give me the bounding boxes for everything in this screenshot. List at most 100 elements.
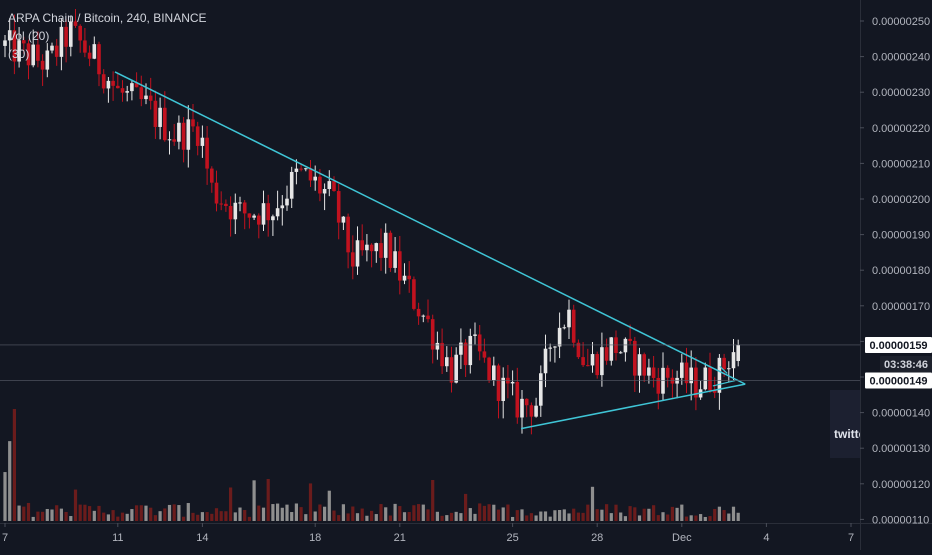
volume-bar	[130, 509, 134, 521]
volume-bar	[318, 504, 322, 521]
volume-bar	[520, 509, 524, 521]
candle-body	[139, 87, 144, 100]
volume-bar	[576, 512, 580, 521]
candle-body	[412, 279, 416, 309]
candle-body	[496, 365, 501, 401]
volume-bar	[266, 479, 270, 521]
candle-body	[604, 347, 609, 361]
volume-bar	[191, 512, 195, 521]
volume-bar	[713, 508, 717, 521]
volume-bar	[3, 472, 7, 521]
volume-bar	[543, 511, 548, 521]
volume-bar	[167, 504, 172, 521]
volume-bar	[492, 504, 496, 521]
volume-bar	[501, 507, 505, 521]
y-tick-label: 0.00000170	[872, 301, 930, 313]
candle-body	[158, 107, 162, 127]
candle-body	[623, 338, 628, 353]
volume-bar	[473, 513, 477, 521]
volume-bar	[252, 480, 256, 521]
symbol-title[interactable]: ARPA Chain / Bitcoin, 240, BINANCE	[8, 11, 207, 25]
volume-bar	[614, 504, 618, 521]
candle-body	[177, 122, 181, 142]
volume-bar	[120, 512, 125, 521]
candle-body	[130, 83, 134, 92]
volume-bar	[562, 509, 566, 521]
volume-bar	[449, 512, 454, 521]
candle-body	[186, 119, 191, 150]
candle-body	[228, 206, 233, 220]
x-tick-label: 11	[112, 532, 123, 544]
volume-bar	[26, 502, 31, 521]
candle-body	[665, 367, 670, 378]
candle-body	[374, 243, 379, 252]
candle-body	[144, 95, 148, 100]
candle-body	[346, 216, 350, 253]
volume-bar	[407, 511, 411, 521]
volume-bar	[365, 515, 369, 521]
candle-body	[449, 357, 454, 383]
volume-bar	[210, 513, 214, 521]
volume-bar	[149, 507, 153, 521]
watermark-text: twitte	[834, 427, 860, 441]
volume-bar	[680, 504, 684, 521]
candle-body	[553, 346, 557, 348]
candle-body	[271, 216, 275, 221]
candle-body	[651, 367, 656, 378]
candle-body	[727, 368, 731, 370]
candle-body	[318, 176, 322, 194]
candle-body	[628, 338, 632, 341]
volume-bar	[233, 512, 237, 521]
candle-body	[388, 232, 393, 268]
volume-legend[interactable]: Vol (20)	[8, 29, 50, 43]
chart-legend: ARPA Chain / Bitcoin, 240, BINANCE Vol (…	[8, 9, 207, 63]
candle-body	[167, 139, 172, 141]
volume-bar	[689, 515, 693, 521]
trendline-inner-lower	[712, 379, 736, 387]
volume-bar	[219, 511, 223, 521]
candle-body	[421, 315, 426, 317]
volume-bar	[647, 508, 651, 521]
candle-body	[440, 342, 444, 367]
indicator-legend[interactable]: (30)	[8, 47, 30, 61]
candle-body	[92, 44, 97, 59]
volume-bar	[600, 509, 604, 521]
volume-bar	[276, 503, 280, 521]
volume-bar	[661, 512, 665, 521]
candle-body	[708, 367, 712, 391]
volume-bar	[628, 506, 632, 521]
volume-bar	[652, 505, 656, 521]
volume-bar	[55, 505, 59, 521]
price-label-box	[865, 372, 932, 389]
x-tick-label: 28	[591, 532, 603, 544]
volume-bar	[186, 503, 190, 521]
candle-body	[473, 334, 477, 336]
trendline-upper	[114, 71, 746, 385]
candle-body	[3, 40, 7, 46]
y-tick-label: 0.00000110	[872, 514, 929, 526]
candle-body	[355, 240, 360, 267]
volume-bar	[633, 507, 637, 521]
volume-bar	[182, 516, 186, 521]
candle-body	[83, 40, 87, 53]
candle-body	[45, 50, 50, 70]
volume-bar	[299, 507, 303, 521]
price-label-level: 0.00000149	[869, 376, 927, 388]
candle-body	[642, 354, 646, 376]
candle-body	[379, 243, 383, 258]
volume-bar	[102, 512, 106, 521]
candle-body	[289, 171, 294, 199]
volume-bar	[83, 504, 87, 521]
volume-bar	[243, 510, 247, 521]
x-tick-label: 7	[2, 532, 8, 544]
volume-bar	[294, 503, 298, 521]
volume-bar	[426, 509, 430, 521]
volume-bar	[623, 516, 627, 521]
candle-body	[87, 52, 92, 59]
y-tick-label: 0.00000200	[872, 194, 930, 206]
volume-bar	[323, 506, 327, 521]
volume-bar	[308, 483, 313, 521]
